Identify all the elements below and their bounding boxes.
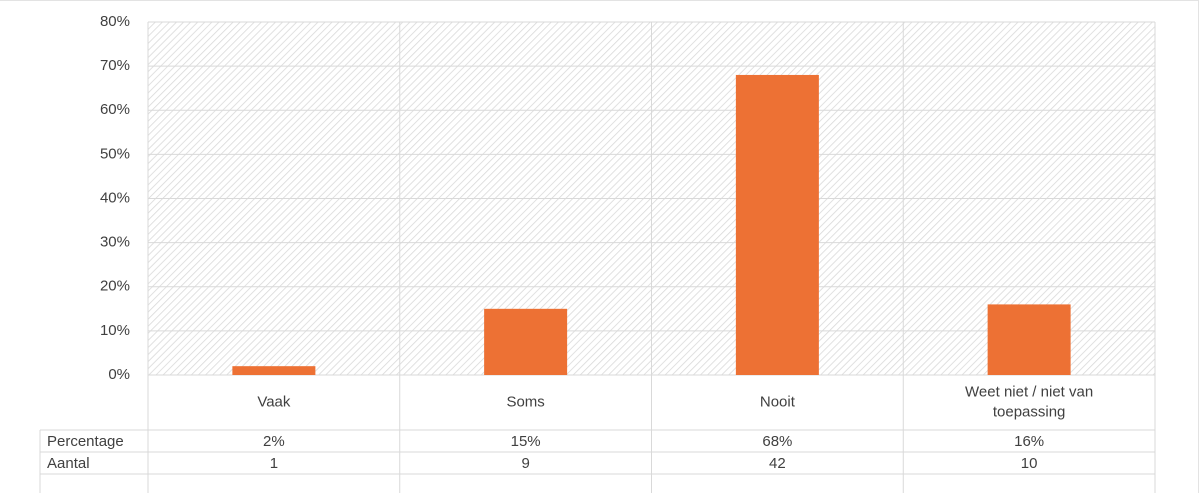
category-label: Weet niet / niet van: [965, 383, 1093, 400]
y-tick-label: 20%: [100, 278, 130, 295]
bar-series: [232, 74, 1071, 375]
y-tick-label: 30%: [100, 234, 130, 251]
bar: [484, 308, 568, 375]
table-cell: 16%: [1014, 433, 1044, 450]
table-cell: 9: [521, 455, 529, 472]
category-label: Vaak: [257, 393, 291, 410]
bar: [987, 304, 1071, 375]
bar: [232, 366, 316, 375]
y-tick-label: 70%: [100, 57, 130, 74]
bar: [735, 74, 819, 375]
table-row-label: Aantal: [47, 455, 90, 472]
table-row-label: Percentage: [47, 433, 124, 450]
y-tick-label: 80%: [100, 13, 130, 30]
y-axis: 0% 10% 20% 30% 40% 50% 60% 70% 80%: [100, 13, 130, 383]
y-tick-label: 50%: [100, 145, 130, 162]
table-cell: 15%: [511, 433, 541, 450]
table-cell: 42: [769, 455, 786, 472]
y-tick-label: 60%: [100, 101, 130, 118]
table-cell: 68%: [762, 433, 792, 450]
category-label: toepassing: [993, 403, 1066, 420]
category-label: Nooit: [760, 393, 796, 410]
y-tick-label: 40%: [100, 189, 130, 206]
y-tick-label: 10%: [100, 322, 130, 339]
table-cell: 1: [270, 455, 278, 472]
plot-area: [147, 21, 1156, 493]
category-label: Soms: [506, 393, 544, 410]
data-table: Vaak Soms Nooit Weet niet / niet van toepass…: [39, 383, 1155, 493]
table-cell: 10: [1021, 455, 1038, 472]
y-tick-label: 0%: [108, 366, 130, 383]
table-cell: 2%: [263, 433, 285, 450]
